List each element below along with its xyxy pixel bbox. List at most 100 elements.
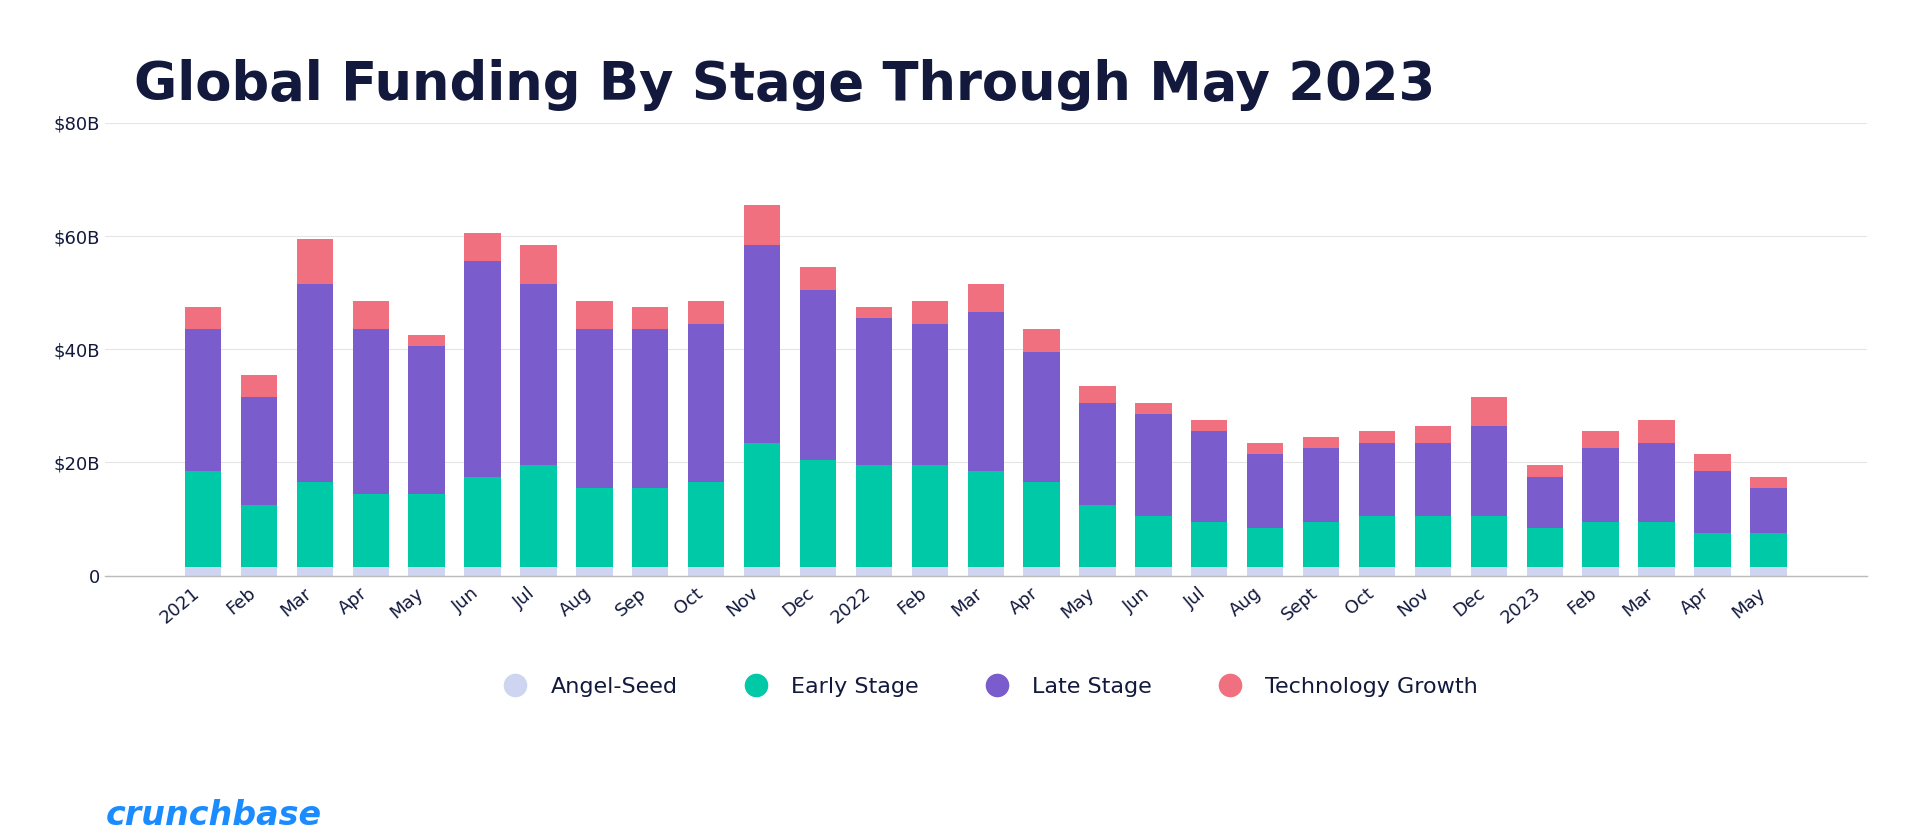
Bar (1526, 528, 1563, 567)
Bar (1359, 431, 1396, 443)
Bar (1638, 443, 1674, 522)
Bar (298, 284, 332, 482)
Bar (1582, 449, 1619, 522)
Bar (1638, 420, 1674, 443)
Bar (1246, 443, 1283, 454)
Bar (576, 488, 612, 567)
Bar (1246, 567, 1283, 575)
Bar (576, 567, 612, 575)
Bar (912, 465, 948, 567)
Bar (240, 397, 276, 505)
Bar (1582, 522, 1619, 567)
Bar (1471, 517, 1507, 567)
Bar (1023, 352, 1060, 482)
Bar (298, 567, 332, 575)
Bar (1359, 567, 1396, 575)
Bar (520, 284, 557, 465)
Bar (520, 244, 557, 284)
Bar (184, 471, 221, 567)
Bar (353, 301, 390, 329)
Bar (743, 205, 780, 244)
Bar (687, 301, 724, 323)
Bar (1135, 403, 1171, 414)
Bar (184, 567, 221, 575)
Bar (912, 301, 948, 323)
Bar (968, 284, 1004, 312)
Bar (353, 494, 390, 567)
Bar (353, 329, 390, 494)
Bar (801, 567, 835, 575)
Bar (801, 459, 835, 567)
Bar (240, 567, 276, 575)
Bar (687, 323, 724, 482)
Bar (1471, 567, 1507, 575)
Bar (1526, 465, 1563, 476)
Bar (1359, 517, 1396, 567)
Bar (465, 234, 501, 261)
Bar (240, 505, 276, 567)
Bar (743, 567, 780, 575)
Bar (632, 307, 668, 329)
Bar (520, 465, 557, 567)
Bar (968, 471, 1004, 567)
Bar (1190, 420, 1227, 431)
Bar (1023, 482, 1060, 567)
Bar (1415, 443, 1452, 517)
Bar (1415, 567, 1452, 575)
Bar (1415, 426, 1452, 443)
Bar (856, 465, 893, 567)
Bar (1471, 426, 1507, 517)
Text: Global Funding By Stage Through May 2023: Global Funding By Stage Through May 2023 (134, 59, 1436, 111)
Bar (1079, 567, 1116, 575)
Bar (184, 329, 221, 471)
Bar (1693, 567, 1730, 575)
Bar (1079, 505, 1116, 567)
Bar (1751, 476, 1786, 488)
Bar (1023, 329, 1060, 352)
Bar (856, 567, 893, 575)
Legend: Angel-Seed, Early Stage, Late Stage, Technology Growth: Angel-Seed, Early Stage, Late Stage, Tec… (484, 669, 1486, 706)
Bar (632, 567, 668, 575)
Bar (465, 261, 501, 476)
Bar (1751, 488, 1786, 533)
Bar (576, 301, 612, 329)
Bar (1582, 567, 1619, 575)
Bar (1246, 528, 1283, 567)
Bar (298, 239, 332, 284)
Bar (1693, 533, 1730, 567)
Bar (1079, 386, 1116, 403)
Bar (801, 290, 835, 459)
Bar (1638, 522, 1674, 567)
Bar (743, 443, 780, 567)
Bar (1471, 397, 1507, 426)
Bar (1304, 449, 1340, 522)
Bar (1135, 414, 1171, 517)
Bar (1246, 454, 1283, 528)
Bar (1638, 567, 1674, 575)
Bar (298, 482, 332, 567)
Bar (1190, 567, 1227, 575)
Bar (1751, 533, 1786, 567)
Bar (1359, 443, 1396, 517)
Bar (1304, 522, 1340, 567)
Bar (184, 307, 221, 329)
Bar (1135, 567, 1171, 575)
Bar (576, 329, 612, 488)
Bar (687, 482, 724, 567)
Bar (409, 494, 445, 567)
Bar (1304, 567, 1340, 575)
Bar (1582, 431, 1619, 449)
Bar (1304, 437, 1340, 449)
Bar (1526, 567, 1563, 575)
Bar (856, 307, 893, 318)
Bar (1415, 517, 1452, 567)
Bar (856, 318, 893, 465)
Bar (1079, 403, 1116, 505)
Bar (1190, 431, 1227, 522)
Bar (968, 312, 1004, 471)
Bar (409, 567, 445, 575)
Bar (687, 567, 724, 575)
Bar (968, 567, 1004, 575)
Bar (353, 567, 390, 575)
Bar (912, 323, 948, 465)
